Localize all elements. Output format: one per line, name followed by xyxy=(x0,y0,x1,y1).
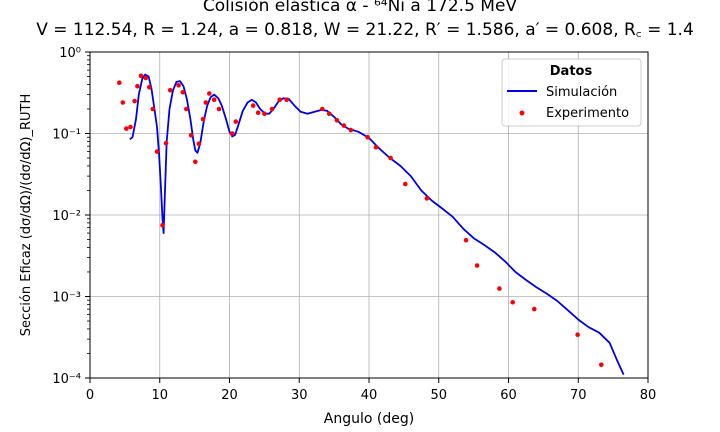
experiment-point xyxy=(250,103,256,108)
experiment-point xyxy=(163,140,169,146)
experiment-point xyxy=(135,83,140,89)
experiment-point xyxy=(348,127,354,133)
y-tick-label: 10⁻⁴ xyxy=(52,372,81,387)
y-tick-label: 10⁰ xyxy=(59,46,81,61)
experiment-point xyxy=(365,134,370,140)
experiment-point xyxy=(255,110,261,115)
x-axis-label: Angulo (deg) xyxy=(324,411,414,427)
x-tick-label: 20 xyxy=(221,388,238,403)
experiment-point xyxy=(196,141,202,146)
legend-title: Datos xyxy=(550,64,593,79)
experiment-point xyxy=(532,306,537,312)
experiment-point xyxy=(176,83,181,88)
x-axis-ticks: 0 10 20 30 40 50 60 70 80 xyxy=(86,378,656,403)
experiment-point xyxy=(154,149,160,154)
x-tick-label: 60 xyxy=(500,388,517,403)
legend: Datos Simulación Experimento xyxy=(501,58,642,127)
legend-box xyxy=(501,58,642,127)
experiment-point xyxy=(320,106,325,112)
experiment-point xyxy=(207,91,212,96)
experiment-point xyxy=(277,97,283,102)
experiment-point xyxy=(147,84,152,90)
experiment-point xyxy=(463,237,469,243)
x-tick-label: 50 xyxy=(430,388,447,403)
plot-series xyxy=(117,73,625,375)
experiment-point xyxy=(326,111,332,116)
experiment-point xyxy=(211,97,217,102)
experiment-point xyxy=(143,75,149,81)
experiment-point xyxy=(188,133,194,138)
y-axis-ticks: 10⁰ 10⁻¹ 10⁻² 10⁻³ 10⁻⁴ xyxy=(52,46,90,387)
plot-frame xyxy=(89,51,649,379)
experiment-point xyxy=(216,106,222,112)
y-tick-label: 10⁻² xyxy=(52,209,81,224)
experiment-point xyxy=(128,124,133,130)
experiment-point xyxy=(167,87,173,93)
x-tick-label: 10 xyxy=(151,388,168,403)
x-tick-label: 80 xyxy=(640,388,657,403)
experiment-point xyxy=(284,97,290,102)
experiment-point xyxy=(124,126,129,131)
experiment-point xyxy=(424,196,430,201)
experiment-point xyxy=(200,116,206,122)
experiment-point xyxy=(150,106,156,112)
experiment-point xyxy=(203,100,209,105)
experiment-point xyxy=(575,332,580,338)
x-tick-label: 0 xyxy=(86,388,94,403)
experiment-point xyxy=(510,300,515,305)
experiment-point xyxy=(599,362,604,368)
experiment-point xyxy=(403,181,408,187)
experiment-point xyxy=(230,131,235,136)
experiment-point xyxy=(269,106,275,112)
x-tick-label: 70 xyxy=(570,388,587,403)
legend-entry-experimento: Experimento xyxy=(546,106,629,121)
y-axis-label: Sección Eficaz (dσ/dΩ)/(dσ/dΩ)_RUTH xyxy=(19,94,34,337)
experiment-point xyxy=(341,123,347,128)
experiment-point xyxy=(184,106,189,112)
experiment-point xyxy=(138,73,144,79)
experiment-point xyxy=(180,90,186,95)
x-tick-label: 40 xyxy=(361,388,378,403)
legend-entry-simulacion: Simulación xyxy=(546,85,617,100)
experiment-point xyxy=(233,119,239,124)
chart-title: Colisión elástica α - ⁶⁴Ni a 172.5 MeV xyxy=(203,0,518,16)
simulation-line xyxy=(129,73,625,375)
experiment-point xyxy=(474,263,480,268)
y-tick-label: 10⁻¹ xyxy=(52,128,81,143)
experiment-point xyxy=(160,222,165,228)
experiment-point xyxy=(388,155,393,161)
experiment-point xyxy=(262,111,267,116)
y-tick-label: 10⁻³ xyxy=(52,291,81,306)
experiment-point xyxy=(334,118,340,123)
legend-dot-swatch xyxy=(519,110,525,116)
experiment-point xyxy=(497,286,502,291)
experiment-point xyxy=(132,98,137,104)
x-tick-label: 30 xyxy=(291,388,308,403)
experiment-point xyxy=(193,159,198,165)
experiment-point xyxy=(373,144,379,150)
experiment-point xyxy=(120,100,126,105)
experiment-point xyxy=(117,80,122,85)
chart-subtitle: V = 112.54, R = 1.24, a = 0.818, W = 21.… xyxy=(36,20,694,40)
